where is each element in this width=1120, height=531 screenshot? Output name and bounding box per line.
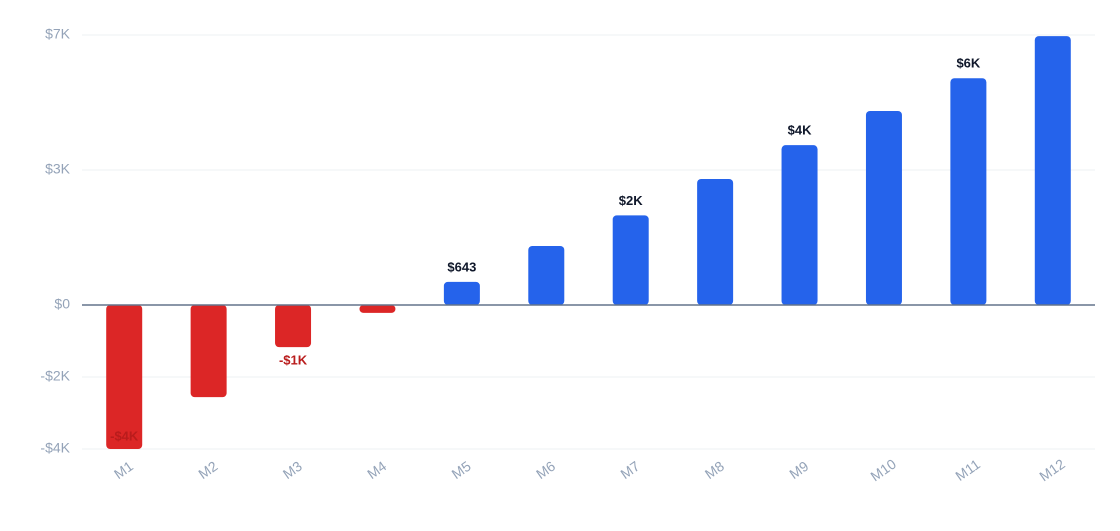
bar [612,215,649,305]
value-label: -$4K [110,428,139,443]
x-tick-label: M4 [364,458,389,482]
value-label: $2K [619,193,643,208]
y-tick-label: -$2K [40,368,70,384]
value-label: -$1K [279,353,308,368]
y-tick-label: $3K [45,161,71,177]
bar [950,78,987,305]
x-tick-label: M1 [111,458,136,482]
bar [865,110,902,306]
x-tick-label: M11 [952,456,983,484]
x-tick-label: M8 [702,458,727,482]
y-tick-label: $0 [54,296,70,312]
y-tick-label: $7K [45,26,71,42]
bar [359,305,396,313]
y-tick-label: -$4K [40,440,70,456]
x-tick-label: M3 [280,458,305,482]
x-tick-label: M5 [449,458,474,482]
x-tick-label: M7 [617,458,642,482]
value-label: $4K [788,123,812,138]
bar [443,281,480,305]
x-tick-label: M9 [786,458,811,482]
x-tick-label: M12 [1036,455,1068,484]
bar [106,305,143,449]
value-label: $6K [956,56,980,71]
x-tick-label: M2 [195,458,220,482]
bar [1034,36,1071,306]
bar [781,145,818,305]
bar [697,179,734,305]
bar [275,305,312,348]
bar [528,245,565,305]
x-tick-label: M10 [867,455,899,484]
value-label: $643 [447,259,476,274]
x-tick-label: M6 [533,458,558,482]
bar [190,305,227,398]
